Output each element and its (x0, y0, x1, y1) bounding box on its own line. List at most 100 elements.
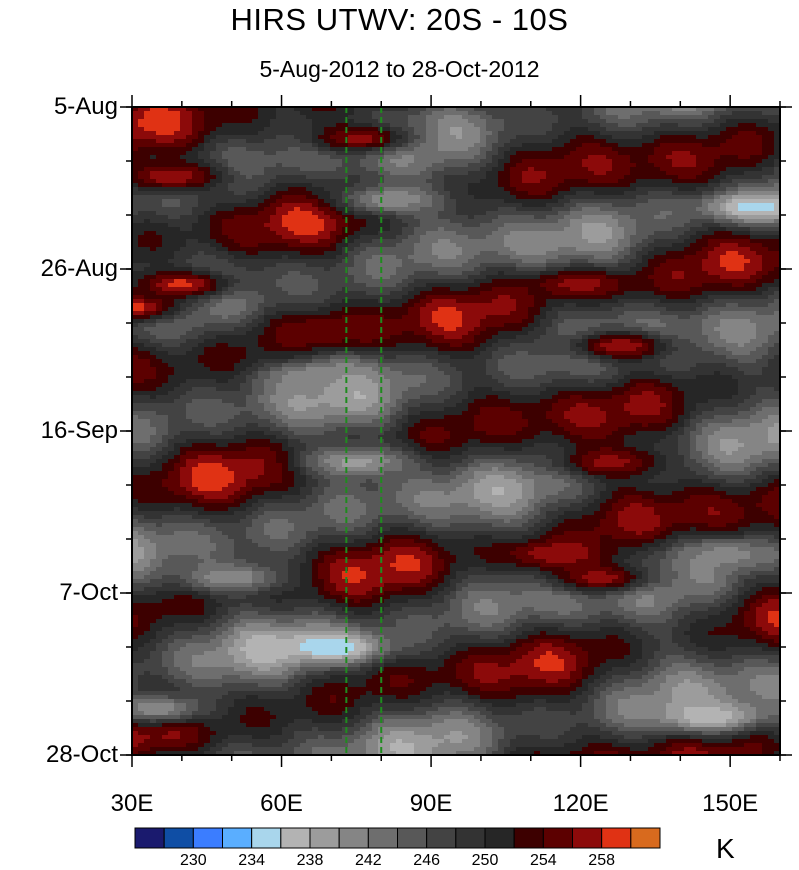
heatmap-cell (216, 127, 223, 132)
heatmap-cell (480, 267, 487, 272)
heatmap-cell (252, 283, 259, 288)
heatmap-cell (468, 159, 475, 164)
heatmap-cell (570, 187, 577, 192)
heatmap-cell (258, 179, 265, 184)
heatmap-cell (558, 287, 565, 292)
heatmap-cell (348, 255, 355, 260)
heatmap-cell (414, 111, 421, 116)
heatmap-cell (588, 243, 595, 248)
heatmap-cell (702, 147, 709, 152)
heatmap-cell (522, 283, 529, 288)
heatmap-cell (210, 263, 217, 268)
heatmap-cell (270, 239, 277, 244)
heatmap-cell (444, 187, 451, 192)
heatmap-cell (678, 211, 685, 216)
heatmap-cell (210, 119, 217, 124)
heatmap-cell (726, 207, 733, 212)
heatmap-cell (594, 191, 601, 196)
heatmap-cell (258, 115, 265, 120)
heatmap-cell (672, 219, 679, 224)
heatmap-cell (222, 239, 229, 244)
heatmap-cell (264, 235, 271, 240)
heatmap-cell (174, 263, 181, 268)
heatmap-cell (768, 243, 775, 248)
heatmap-cell (402, 239, 409, 244)
heatmap-cell (210, 207, 217, 212)
heatmap-cell (534, 247, 541, 252)
heatmap-cell (552, 271, 559, 276)
heatmap-cell (456, 287, 463, 292)
heatmap-cell (138, 243, 145, 248)
heatmap-cell (678, 191, 685, 196)
heatmap-cell (336, 223, 343, 228)
heatmap-cell (168, 123, 175, 128)
heatmap-cell (702, 167, 709, 172)
heatmap-cell (558, 243, 565, 248)
heatmap-cell (576, 163, 583, 168)
heatmap-cell (690, 203, 697, 208)
heatmap-cell (312, 287, 319, 292)
heatmap-cell (564, 231, 571, 236)
heatmap-cell (486, 255, 493, 260)
heatmap-cell (564, 119, 571, 124)
heatmap-cell (756, 195, 763, 200)
heatmap-cell (486, 175, 493, 180)
heatmap-cell (132, 151, 139, 156)
heatmap-cell (240, 211, 247, 216)
heatmap-cell (678, 247, 685, 252)
heatmap-cell (252, 263, 259, 268)
heatmap-cell (426, 231, 433, 236)
heatmap-cell (318, 131, 325, 136)
heatmap-cell (636, 251, 643, 256)
heatmap-cell (750, 159, 757, 164)
heatmap-cell (702, 271, 709, 276)
heatmap-cell (312, 215, 319, 220)
heatmap-cell (318, 167, 325, 172)
heatmap-cell (456, 267, 463, 272)
heatmap-cell (564, 239, 571, 244)
heatmap-cell (300, 111, 307, 116)
heatmap-cell (138, 207, 145, 212)
heatmap-cell (774, 139, 780, 144)
heatmap-cell (774, 135, 780, 140)
heatmap-cell (288, 167, 295, 172)
heatmap-cell (762, 235, 769, 240)
heatmap-cell (480, 219, 487, 224)
heatmap-cell (132, 231, 139, 236)
heatmap-cell (756, 187, 763, 192)
heatmap-cell (150, 275, 157, 280)
heatmap-cell (312, 139, 319, 144)
heatmap-cell (678, 223, 685, 228)
heatmap-cell (192, 107, 199, 112)
heatmap-cell (168, 131, 175, 136)
heatmap-cell (594, 243, 601, 248)
heatmap-cell (282, 243, 289, 248)
heatmap-cell (498, 203, 505, 208)
heatmap-cell (570, 243, 577, 248)
heatmap-cell (372, 255, 379, 260)
heatmap-cell (510, 287, 517, 292)
heatmap-cell (288, 263, 295, 268)
heatmap-cell (750, 179, 757, 184)
heatmap-cell (342, 191, 349, 196)
heatmap-cell (642, 111, 649, 116)
heatmap-cell (246, 231, 253, 236)
heatmap-cell (546, 183, 553, 188)
heatmap-cell (450, 251, 457, 256)
heatmap-cell (474, 167, 481, 172)
heatmap-cell (240, 239, 247, 244)
heatmap-cell (570, 271, 577, 276)
heatmap-cell (558, 139, 565, 144)
heatmap-cell (558, 267, 565, 272)
heatmap-cell (174, 195, 181, 200)
heatmap-cell (348, 239, 355, 244)
heatmap-cell (462, 211, 469, 216)
heatmap-cell (540, 215, 547, 220)
heatmap-cell (708, 123, 715, 128)
heatmap-cell (300, 287, 307, 292)
heatmap-cell (420, 159, 427, 164)
heatmap-cell (600, 115, 607, 120)
heatmap-cell (540, 199, 547, 204)
heatmap-cell (654, 263, 661, 268)
heatmap-cell (318, 135, 325, 140)
